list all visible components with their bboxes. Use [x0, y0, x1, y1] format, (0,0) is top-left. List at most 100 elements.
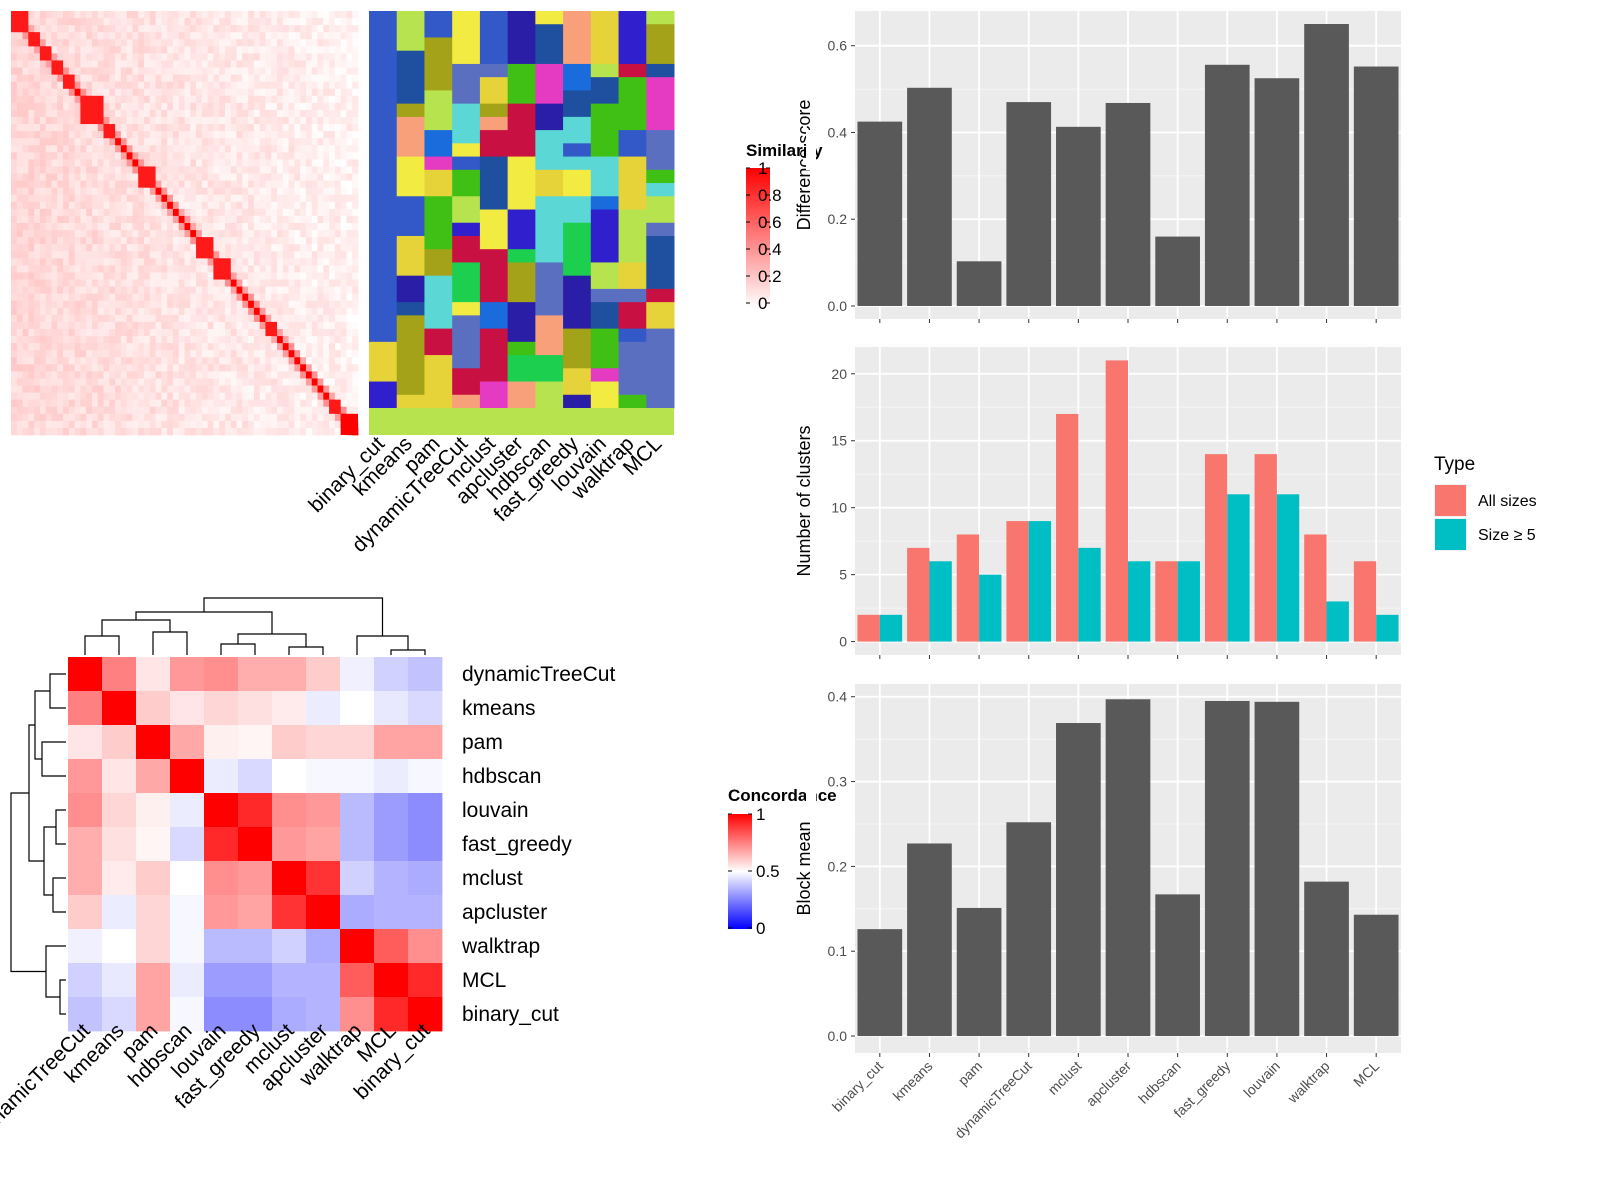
similarity-cell [277, 166, 284, 174]
similarity-cell [138, 39, 145, 47]
similarity-cell [282, 293, 289, 302]
similarity-cell [277, 420, 284, 429]
similarity-cell [132, 145, 139, 153]
similarity-cell [172, 131, 180, 139]
similarity-cell [190, 159, 197, 167]
similarity-cell [74, 321, 81, 330]
similarity-cell [11, 336, 18, 344]
cluster-cell [396, 50, 425, 105]
similarity-cell [300, 244, 307, 252]
similarity-cell [86, 392, 93, 401]
similarity-cell [149, 74, 156, 83]
similarity-cell [207, 46, 214, 54]
similarity-cell [126, 152, 133, 160]
similarity-cell [115, 145, 122, 153]
similarity-cell [207, 187, 214, 196]
similarity-cell [144, 39, 151, 47]
similarity-cell [242, 159, 249, 167]
cluster-cell [563, 394, 592, 409]
similarity-cell [259, 32, 266, 40]
similarity-cell [277, 81, 284, 90]
similarity-cell [68, 215, 76, 224]
similarity-cell [277, 18, 284, 26]
similarity-cell [265, 385, 272, 393]
similarity-cell [138, 32, 145, 40]
similarity-cell [184, 378, 191, 386]
similarity-cell [39, 343, 47, 351]
similarity-cell [288, 350, 295, 358]
similarity-cell [11, 180, 18, 189]
cluster-cell [590, 77, 620, 105]
similarity-cell [352, 321, 359, 330]
similarity-cell [346, 265, 353, 273]
similarity-cell [265, 18, 272, 26]
similarity-cell [265, 25, 272, 33]
similarity-cell [271, 364, 278, 372]
similarity-cell [300, 420, 307, 429]
similarity-cell [248, 53, 255, 61]
concordance-legend-tick: 0.5 [756, 862, 780, 881]
similarity-cell [103, 145, 110, 153]
similarity-cell [16, 300, 23, 309]
similarity-cell [346, 392, 353, 401]
similarity-cell [86, 60, 93, 68]
similarity-cell [213, 208, 220, 217]
similarity-cell [329, 159, 336, 167]
similarity-cell [334, 336, 342, 344]
similarity-cell [253, 265, 261, 273]
bar [907, 843, 952, 1037]
similarity-cell [242, 194, 249, 203]
similarity-cell [311, 329, 318, 337]
similarity-cell [97, 173, 104, 181]
similarity-cell [74, 208, 81, 217]
similarity-cell [248, 307, 255, 316]
similarity-cell [224, 18, 232, 26]
similarity-cell [63, 237, 70, 245]
similarity-cell [201, 427, 209, 436]
legend-key [1435, 519, 1466, 550]
similarity-cell [305, 109, 313, 118]
cluster-cell [535, 355, 564, 383]
similarity-cell [167, 378, 174, 386]
similarity-cell [103, 60, 110, 68]
similarity-cell [80, 194, 87, 203]
similarity-cell [109, 420, 116, 429]
similarity-cell [45, 371, 52, 379]
similarity-cell [86, 307, 93, 316]
similarity-cell [305, 406, 313, 415]
similarity-cell [103, 413, 110, 422]
similarity-cell [68, 286, 76, 295]
similarity-cell [91, 314, 99, 323]
similarity-cell [305, 350, 313, 358]
similarity-cell [271, 53, 278, 61]
similarity-cell [149, 145, 156, 153]
similarity-cell [352, 180, 359, 189]
similarity-cell [144, 237, 151, 245]
similarity-cell [39, 102, 47, 111]
similarity-cell [138, 350, 145, 358]
similarity-cell [149, 329, 156, 337]
similarity-cell [219, 300, 226, 309]
similarity-cell [207, 364, 214, 372]
similarity-cell [219, 74, 226, 83]
concordance-cell [68, 861, 103, 896]
similarity-cell [22, 279, 29, 287]
similarity-cell [184, 251, 191, 259]
concordance-cell [102, 759, 137, 794]
similarity-cell [132, 180, 139, 189]
similarity-cell [167, 88, 174, 97]
similarity-cell [230, 293, 237, 302]
similarity-cell [219, 420, 226, 429]
similarity-cell [45, 60, 52, 68]
similarity-cell [323, 357, 330, 365]
similarity-cell [300, 215, 307, 224]
similarity-cell [144, 300, 151, 309]
similarity-cell [294, 102, 301, 111]
similarity-cell [352, 307, 359, 316]
similarity-cell [172, 39, 180, 47]
similarity-cell [184, 244, 191, 252]
similarity-cell [242, 11, 249, 19]
similarity-cell [115, 378, 122, 386]
similarity-cell [259, 300, 266, 309]
similarity-cell [294, 230, 301, 238]
